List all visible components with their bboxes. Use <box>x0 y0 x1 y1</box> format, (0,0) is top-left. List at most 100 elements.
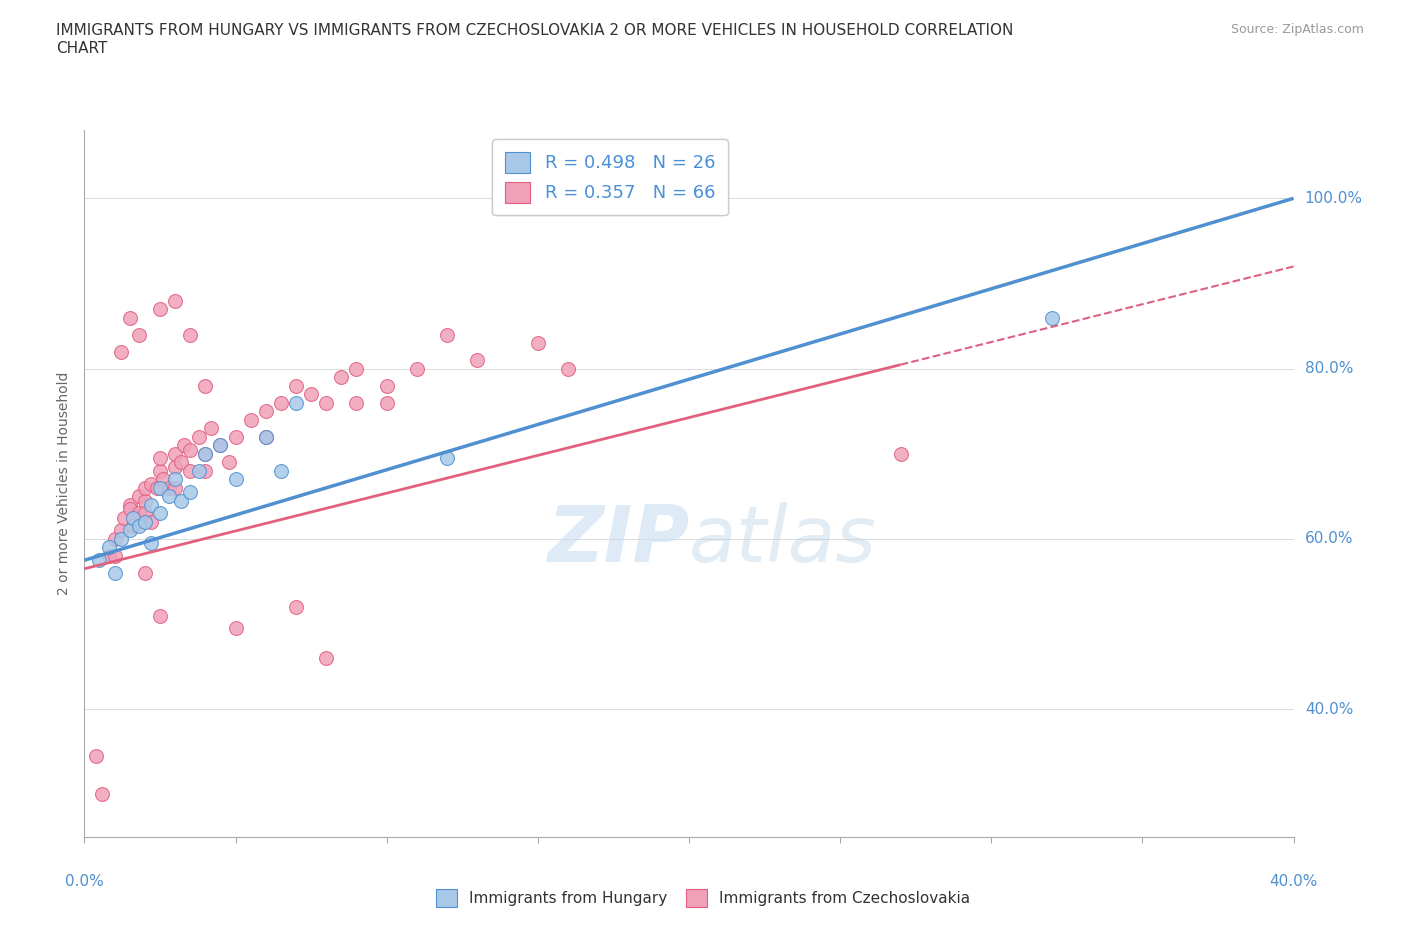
Point <box>89 552 111 567</box>
Point <box>526 336 548 351</box>
Point <box>436 327 458 342</box>
Point <box>225 472 247 486</box>
Point <box>149 463 172 478</box>
Point <box>284 600 308 615</box>
Point <box>194 379 217 393</box>
Point <box>128 506 150 521</box>
Point <box>284 379 308 393</box>
Point <box>179 485 201 499</box>
Point <box>149 301 172 316</box>
Point <box>163 459 186 474</box>
Point <box>163 446 186 461</box>
Point <box>254 430 277 445</box>
Point <box>163 481 186 496</box>
Point <box>86 749 108 764</box>
Text: ZIP: ZIP <box>547 502 689 578</box>
Point <box>179 463 201 478</box>
Point <box>104 532 127 547</box>
Point <box>157 489 180 504</box>
Text: 40.0%: 40.0% <box>1305 702 1353 717</box>
Point <box>173 438 195 453</box>
Point <box>188 430 211 445</box>
Point <box>179 442 201 457</box>
Point <box>225 430 247 445</box>
Point <box>128 519 150 534</box>
Point <box>170 493 193 508</box>
Point <box>163 293 186 308</box>
Point <box>149 481 172 496</box>
Point <box>194 446 217 461</box>
Point <box>375 395 398 410</box>
Point <box>110 344 132 359</box>
Point <box>194 446 217 461</box>
Point <box>112 511 135 525</box>
Point <box>110 523 132 538</box>
Point <box>121 519 143 534</box>
Point <box>134 506 156 521</box>
Point <box>209 438 232 453</box>
Point <box>118 501 141 516</box>
Point <box>225 621 247 636</box>
Y-axis label: 2 or more Vehicles in Household: 2 or more Vehicles in Household <box>58 372 72 595</box>
Point <box>890 446 912 461</box>
Point <box>346 361 368 376</box>
Point <box>134 514 156 529</box>
Text: 40.0%: 40.0% <box>1270 874 1317 889</box>
Point <box>218 455 240 470</box>
Point <box>157 481 180 496</box>
Point <box>239 412 262 427</box>
Point <box>254 404 277 418</box>
Point <box>149 608 172 623</box>
Text: 60.0%: 60.0% <box>1305 531 1353 547</box>
Point <box>118 523 141 538</box>
Point <box>139 498 162 512</box>
Point <box>91 787 114 802</box>
Point <box>375 379 398 393</box>
Point <box>152 472 174 486</box>
Text: 0.0%: 0.0% <box>65 874 104 889</box>
Point <box>149 451 172 466</box>
Point <box>170 455 193 470</box>
Point <box>436 451 458 466</box>
Point <box>97 540 120 555</box>
Text: IMMIGRANTS FROM HUNGARY VS IMMIGRANTS FROM CZECHOSLOVAKIA 2 OR MORE VEHICLES IN : IMMIGRANTS FROM HUNGARY VS IMMIGRANTS FR… <box>56 23 1014 56</box>
Point <box>146 481 169 496</box>
Point <box>200 420 222 435</box>
Point <box>97 549 120 564</box>
Point <box>270 395 292 410</box>
Point <box>270 463 292 478</box>
Point <box>104 549 127 564</box>
Point <box>118 498 141 512</box>
Point <box>139 476 162 491</box>
Point <box>163 472 186 486</box>
Point <box>315 651 337 666</box>
Point <box>110 532 132 547</box>
Point <box>139 514 162 529</box>
Point <box>149 506 172 521</box>
Point <box>315 395 337 410</box>
Point <box>121 511 143 525</box>
Point <box>128 489 150 504</box>
Text: 80.0%: 80.0% <box>1305 361 1353 376</box>
Point <box>139 536 162 551</box>
Point <box>254 430 277 445</box>
Point <box>406 361 429 376</box>
Point <box>209 438 232 453</box>
Point <box>118 310 141 325</box>
Point <box>330 370 353 385</box>
Point <box>194 463 217 478</box>
Legend: R = 0.498   N = 26, R = 0.357   N = 66: R = 0.498 N = 26, R = 0.357 N = 66 <box>492 140 728 215</box>
Point <box>1040 310 1063 325</box>
Text: atlas: atlas <box>689 502 877 578</box>
Point <box>188 463 211 478</box>
Text: Source: ZipAtlas.com: Source: ZipAtlas.com <box>1230 23 1364 36</box>
Point <box>299 387 322 402</box>
Point <box>134 481 156 496</box>
Point <box>179 327 201 342</box>
Point <box>104 565 127 580</box>
Legend: Immigrants from Hungary, Immigrants from Czechoslovakia: Immigrants from Hungary, Immigrants from… <box>429 884 977 913</box>
Point <box>467 352 489 367</box>
Point <box>557 361 579 376</box>
Text: 100.0%: 100.0% <box>1305 191 1362 206</box>
Point <box>134 565 156 580</box>
